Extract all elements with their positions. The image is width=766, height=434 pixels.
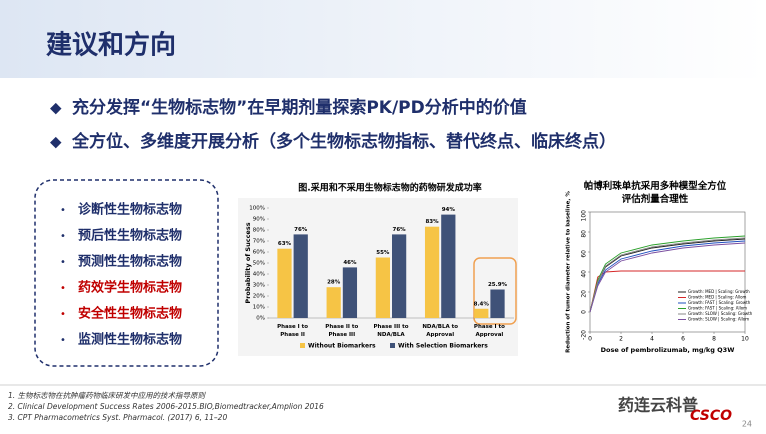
- list-item: 预后性生物标志物: [78, 228, 182, 244]
- list-item: 预测性生物标志物: [78, 254, 182, 270]
- list-dot: •: [60, 231, 66, 242]
- list-item: 诊断性生物标志物: [78, 202, 182, 218]
- y-tick-label: 100: [581, 210, 588, 222]
- bullet-text: 充分发挥“生物标志物”在早期剂量探索PK/PD分析中的价值: [72, 97, 527, 118]
- value-label: 94%: [442, 207, 456, 213]
- line-series: [589, 240, 746, 313]
- y-tick-label: 80%: [253, 228, 265, 234]
- y-tick-label: 60%: [253, 250, 265, 256]
- y-tick-label: -20: [581, 330, 588, 340]
- logo: CSCO: [690, 408, 732, 424]
- footnote: 3. CPT Pharmacometrics Syst. Pharmacol. …: [8, 413, 227, 422]
- bar: [326, 287, 341, 318]
- y-tick-label: 20%: [253, 294, 265, 300]
- bar: [490, 289, 505, 318]
- line-series: [589, 242, 746, 313]
- legend-label: Growth: SLOW | Scaling: Allom: [688, 317, 749, 322]
- legend-swatch: [300, 343, 305, 348]
- legend-label: With Selection Biomarkers: [398, 343, 488, 350]
- x-tick-label: Phase I to Approval: [474, 324, 505, 338]
- x-tick-label: 6: [681, 336, 685, 343]
- x-tick-label: NDA/BLA to Approval: [422, 324, 458, 338]
- legend-swatch: [390, 343, 395, 348]
- x-tick-label: Phase III to NDA/BLA: [373, 324, 408, 338]
- y-tick-label: 20: [581, 290, 588, 298]
- legend-label: Growth: MED | Scaling: Allom: [688, 295, 747, 300]
- list-dot: •: [60, 205, 66, 216]
- y-tick-label: 10%: [253, 305, 265, 311]
- list-dot: •: [60, 309, 66, 320]
- y-tick-label: 80: [581, 230, 588, 238]
- bar: [441, 214, 456, 318]
- highlight-box: [473, 257, 517, 325]
- slide-title: 建议和方向: [46, 30, 176, 61]
- bar: [293, 234, 308, 318]
- legend-label: Growth: SLOW | Scaling: Growth: [688, 311, 753, 316]
- chart-title: 图.采用和不采用生物标志物的药物研发成功率: [298, 182, 481, 194]
- value-label: 55%: [376, 250, 390, 256]
- x-tick-label: 0: [588, 336, 592, 343]
- list-box: [34, 179, 219, 367]
- list-item: 监测性生物标志物: [78, 332, 182, 348]
- y-tick-label: 0: [581, 310, 588, 314]
- footnote: 1. 生物标志物在抗肿瘤药物临床研发中应用的技术指导原则: [8, 391, 207, 400]
- value-label: 8.4%: [474, 301, 490, 307]
- y-axis-label: Reduction of tumor diameter relative to …: [566, 191, 572, 353]
- line-series: [589, 270, 745, 313]
- value-label: 83%: [425, 219, 439, 225]
- legend-label: Growth: FAST | Scaling: Growth: [688, 300, 751, 305]
- value-label: 76%: [393, 227, 407, 233]
- value-label: 25.9%: [488, 282, 508, 288]
- x-tick-label: Phase II to Phase III: [325, 324, 358, 338]
- bar: [474, 308, 489, 318]
- header-band: [0, 0, 766, 78]
- x-tick-label: 2: [619, 336, 623, 343]
- bullet-text: 全方位、多维度开展分析（多个生物标志物指标、替代终点、临床终点）: [71, 131, 616, 152]
- footnote: 2. Clinical Development Success Rates 20…: [8, 402, 324, 411]
- legend-label: Without Biomarkers: [308, 343, 376, 350]
- x-tick-label: Phase I to Phase II: [277, 324, 308, 338]
- y-tick-label: 60: [581, 250, 588, 258]
- watermark: 药连云科普: [618, 396, 698, 415]
- y-tick-label: 100%: [249, 206, 265, 212]
- y-tick-label: 90%: [253, 217, 265, 223]
- list-dot: •: [60, 335, 66, 346]
- x-tick-label: 8: [712, 336, 716, 343]
- y-tick-label: 50%: [253, 261, 265, 267]
- value-label: 63%: [278, 241, 292, 247]
- legend-label: Growth: FAST | Scaling: Allom: [688, 306, 747, 311]
- line-series: [589, 237, 746, 313]
- legend-label: Growth: MED | Scaling: Growth: [688, 289, 750, 294]
- list-dot: •: [60, 257, 66, 268]
- bar: [375, 257, 390, 318]
- y-axis-label: Probability of Success: [244, 222, 252, 303]
- y-tick-label: 0%: [256, 316, 265, 322]
- bullet-icon: ◆: [50, 99, 62, 117]
- y-tick-label: 40%: [253, 272, 265, 278]
- x-axis-label: Dose of pembrolizumab, mg/kg Q3W: [601, 346, 735, 354]
- bullet-icon: ◆: [50, 133, 62, 151]
- value-label: 28%: [327, 280, 341, 286]
- y-tick-label: 70%: [253, 239, 265, 245]
- chart-title: 帕博利珠单抗采用多种模型全方位评估剂量合理性: [584, 180, 727, 205]
- value-label: 46%: [343, 260, 357, 266]
- bar: [277, 248, 292, 318]
- list-item: 安全性生物标志物: [78, 306, 182, 322]
- line-series: [589, 235, 746, 313]
- y-tick-label: 40: [581, 270, 588, 278]
- bar: [392, 234, 407, 318]
- x-tick-label: 4: [650, 336, 654, 343]
- list-dot: •: [60, 283, 66, 294]
- y-tick-label: 30%: [253, 283, 265, 289]
- bar: [424, 226, 440, 318]
- x-tick-label: 10: [741, 336, 749, 343]
- bar: [342, 267, 358, 318]
- list-item: 药效学生物标志物: [78, 280, 182, 296]
- value-label: 76%: [294, 227, 308, 233]
- page-number: 24: [742, 420, 752, 429]
